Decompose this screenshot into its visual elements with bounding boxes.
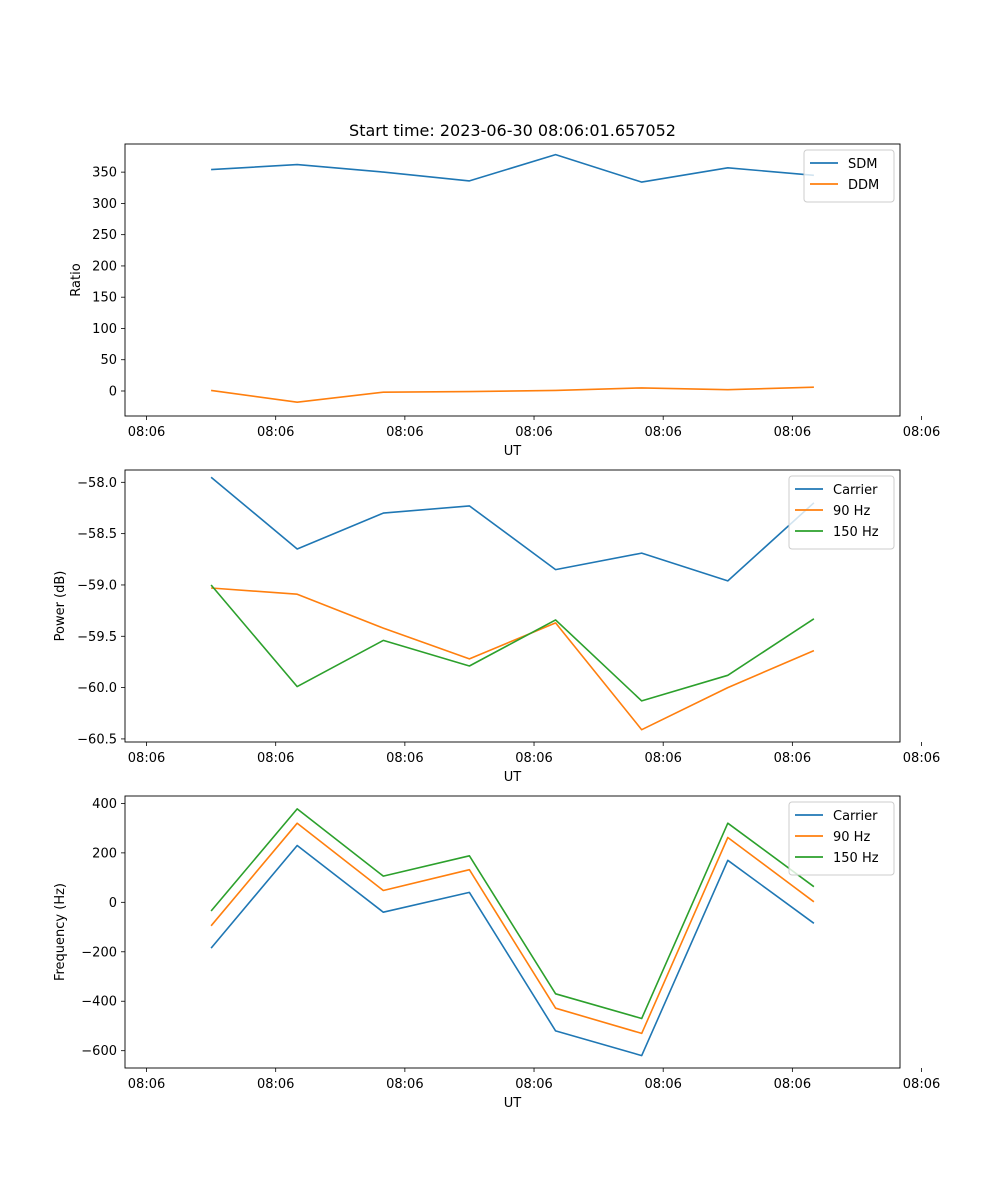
x-tick-label: 08:06: [257, 751, 294, 766]
x-tick-label: 08:06: [386, 751, 423, 766]
x-tick-label: 08:06: [515, 751, 552, 766]
y-tick-label: 0: [109, 384, 117, 399]
x-tick-label: 08:06: [774, 1077, 811, 1092]
y-axis-label: Power (dB): [53, 571, 68, 642]
y-axis-label: Ratio: [69, 263, 84, 296]
x-tick-label: 08:06: [386, 425, 423, 440]
y-tick-label: 350: [92, 166, 117, 181]
legend: SDM DDM: [803, 149, 895, 203]
x-tick-label: 08:06: [386, 1077, 423, 1092]
x-axis-label: UT: [504, 444, 522, 459]
x-tick-label: 08:06: [774, 751, 811, 766]
series-line-150-hz: [210, 584, 815, 702]
legend-label: 90 Hz: [833, 504, 870, 519]
series-line-ddm: [210, 386, 814, 404]
legend-label: 150 Hz: [833, 525, 879, 540]
legend-label: 90 Hz: [833, 830, 870, 845]
x-axis-label: UT: [504, 1096, 522, 1111]
series-line-carrier: [210, 476, 815, 582]
y-tick-label: 250: [92, 228, 117, 243]
legend-label: SDM: [848, 157, 877, 172]
y-tick-label: 200: [92, 846, 117, 861]
y-tick-label: 300: [92, 197, 117, 212]
y-tick-label: 400: [92, 797, 117, 812]
x-tick-label: 08:06: [128, 425, 165, 440]
x-tick-label: 08:06: [515, 425, 552, 440]
panel-1: Start time: 2023-06-30 08:06:01.657052 08…: [69, 121, 940, 459]
panel-2: 08:0608:0608:0608:0608:0608:0608:0608:07…: [53, 469, 940, 785]
y-tick-label: 200: [92, 259, 117, 274]
series-line-carrier: [210, 844, 815, 1057]
y-tick-label: −600: [81, 1044, 117, 1059]
x-tick-label: 08:06: [903, 751, 940, 766]
y-tick-label: 0: [109, 896, 117, 911]
x-tick-label: 08:06: [644, 1077, 681, 1092]
y-tick-label: −200: [81, 945, 117, 960]
axes-frame: [124, 143, 901, 417]
legend: Carrier 90 Hz 150 Hz: [788, 801, 895, 876]
x-tick-label: 08:06: [774, 425, 811, 440]
legend: Carrier 90 Hz 150 Hz: [788, 475, 895, 550]
legend-label: Carrier: [833, 483, 878, 498]
y-tick-label: 150: [92, 291, 117, 306]
series-line-90-hz: [211, 587, 815, 731]
x-tick-label: 08:06: [257, 425, 294, 440]
x-tick-label: 08:06: [903, 425, 940, 440]
x-tick-label: 08:06: [644, 425, 681, 440]
y-tick-label: −60.5: [77, 732, 117, 747]
y-tick-label: −58.0: [77, 476, 117, 491]
axes-frame: [124, 795, 901, 1069]
y-tick-label: −59.0: [77, 578, 117, 593]
legend-label: Carrier: [833, 809, 878, 824]
legend-label: 150 Hz: [833, 851, 879, 866]
chart-title: Start time: 2023-06-30 08:06:01.657052: [349, 121, 676, 140]
x-tick-label: 08:06: [257, 1077, 294, 1092]
legend-label: DDM: [848, 178, 879, 193]
y-tick-label: −400: [81, 995, 117, 1010]
y-tick-label: −60.0: [77, 681, 117, 696]
x-tick-label: 08:06: [128, 1077, 165, 1092]
series-line-150-hz: [210, 808, 815, 1020]
y-tick-label: 50: [100, 353, 117, 368]
y-tick-label: −58.5: [77, 527, 117, 542]
y-axis-label: Frequency (Hz): [53, 883, 68, 981]
axes-frame: [124, 469, 901, 743]
x-tick-label: 08:06: [903, 1077, 940, 1092]
x-tick-label: 08:06: [128, 751, 165, 766]
y-tick-label: −59.5: [77, 630, 117, 645]
x-axis-label: UT: [504, 770, 522, 785]
panel-3: 08:0608:0608:0608:0608:0608:0608:0608:07…: [53, 795, 940, 1111]
series-line-sdm: [211, 153, 814, 183]
x-tick-label: 08:06: [515, 1077, 552, 1092]
series-line-90-hz: [210, 822, 815, 1035]
x-tick-label: 08:06: [644, 751, 681, 766]
y-tick-label: 100: [92, 322, 117, 337]
